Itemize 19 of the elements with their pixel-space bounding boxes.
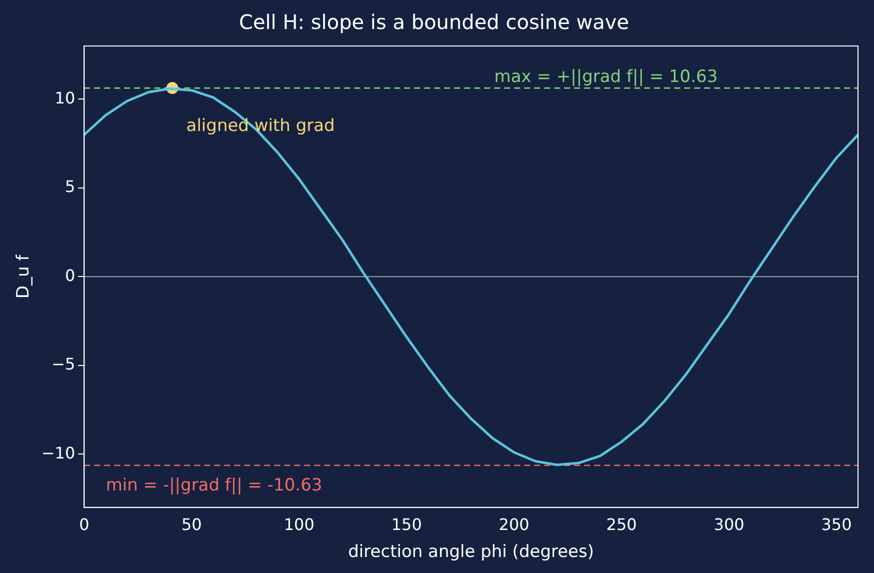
x-tick-label: 350	[821, 515, 852, 534]
ref-line-label: max = +||grad f|| = 10.63	[494, 66, 718, 87]
x-tick-label: 150	[391, 515, 422, 534]
x-tick-label: 200	[498, 515, 530, 534]
y-tick-label: −5	[52, 354, 76, 374]
y-tick-label: 5	[64, 177, 76, 196]
ref-line-label: min = -||grad f|| = -10.63	[106, 475, 322, 496]
x-tick-label: 0	[79, 515, 90, 534]
x-tick-label: 300	[714, 515, 744, 534]
y-axis-title: D_u f	[14, 254, 34, 299]
x-tick-label: 250	[606, 515, 637, 534]
y-tick-label: 0	[64, 266, 76, 285]
annotation: aligned with grad	[186, 116, 335, 136]
y-tick-label: 10	[54, 88, 76, 108]
chart-title: Cell H: slope is a bounded cosine wave	[238, 10, 630, 34]
y-tick-label: −10	[41, 443, 76, 462]
x-tick-label: 50	[181, 515, 202, 534]
x-axis-title: direction angle phi (degrees)	[348, 542, 594, 562]
x-tick-label: 100	[284, 515, 314, 534]
